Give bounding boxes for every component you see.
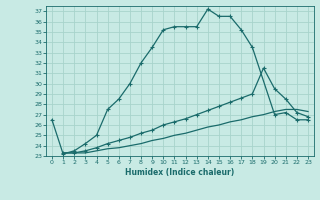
X-axis label: Humidex (Indice chaleur): Humidex (Indice chaleur): [125, 168, 235, 177]
